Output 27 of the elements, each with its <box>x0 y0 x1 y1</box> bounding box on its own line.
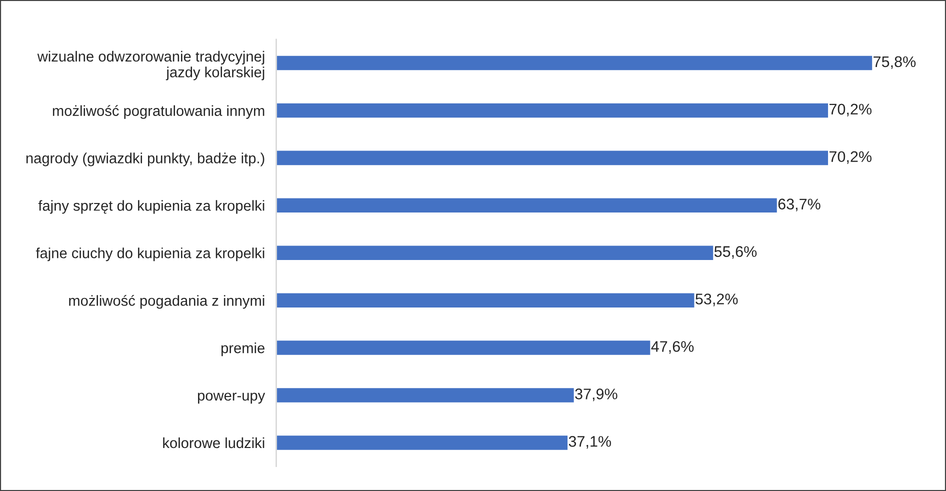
bar <box>276 196 778 214</box>
data-label: 37,1% <box>568 436 611 449</box>
bar <box>276 149 830 166</box>
bar <box>276 54 874 72</box>
y-tick-label: nagrody (gwiazdki punkty, badże itp.) <box>26 152 264 166</box>
y-tick-label: możliwość pogratulowania innym <box>52 105 264 119</box>
bar <box>276 434 569 452</box>
y-tick-label: możliwość pogadania z innymi <box>69 294 264 309</box>
data-label: 47,6% <box>651 341 694 354</box>
y-tick-label: fajny sprzęt do kupienia za kropelki <box>38 200 264 214</box>
data-label: 63,7% <box>778 198 820 212</box>
bar <box>276 102 830 119</box>
bar <box>276 244 715 262</box>
y-tick-label: premie <box>221 342 264 356</box>
data-label: 75,8% <box>874 56 916 69</box>
data-label: 70,2% <box>830 151 872 164</box>
data-label: 70,2% <box>830 104 872 116</box>
bar <box>276 292 696 309</box>
y-tick-label: fajne ciuchy do kupienia za kropelki <box>36 248 264 262</box>
data-label: 37,9% <box>575 388 618 402</box>
y-tick-label: power-upy <box>198 392 266 404</box>
data-label: 53,2% <box>696 294 738 306</box>
y-tick-label: kolorowe ludziki <box>163 437 264 448</box>
data-label: 55,6% <box>714 246 757 259</box>
bar <box>276 386 576 404</box>
bar <box>276 339 652 356</box>
y-tick-label: wizualne odwzorowanie tradycyjnej jazdy kolarskiej <box>37 50 264 80</box>
